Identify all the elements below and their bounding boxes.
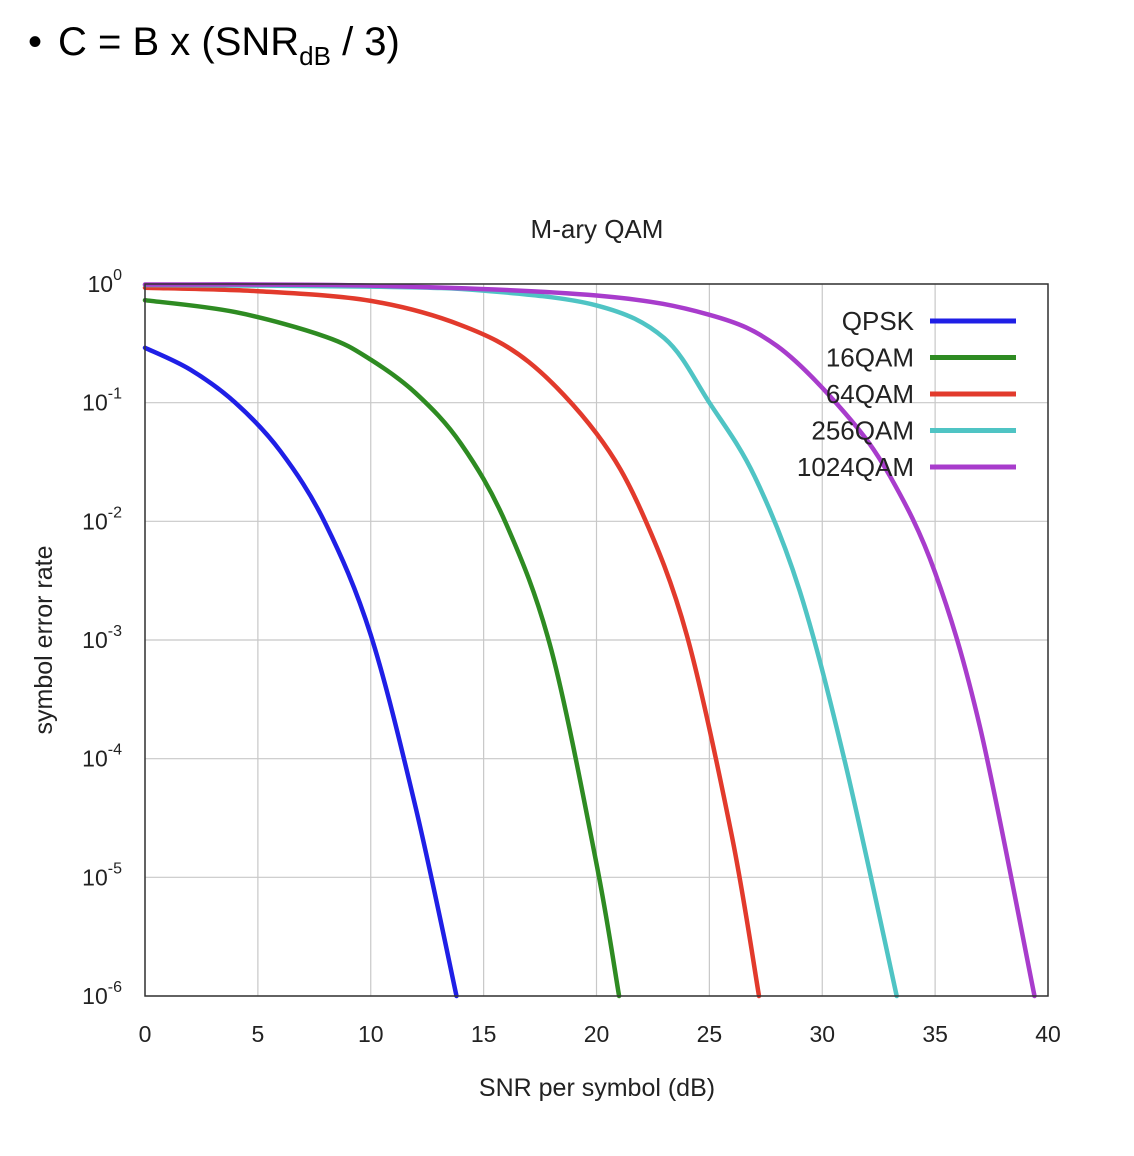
x-tick-label: 25 — [697, 1021, 723, 1047]
y-tick-label: 100 — [88, 267, 123, 297]
legend-label: 64QAM — [826, 379, 914, 409]
x-axis-label: SNR per symbol (dB) — [479, 1074, 715, 1102]
formula-heading: • C = B x (SNRdB / 3) — [28, 20, 400, 72]
y-tick-label: 10-5 — [82, 860, 122, 890]
x-tick-label: 10 — [358, 1021, 384, 1047]
bullet-glyph: • — [28, 20, 43, 64]
y-tick-label: 10-1 — [82, 386, 122, 416]
y-tick-label: 10-4 — [82, 742, 122, 772]
x-tick-label: 5 — [251, 1021, 264, 1047]
series-line-16qam — [142, 297, 622, 999]
formula-subscript: dB — [299, 41, 331, 71]
y-axis-label: symbol error rate — [30, 546, 58, 735]
plot-frame — [144, 283, 1049, 997]
x-tick-label: 35 — [922, 1021, 948, 1047]
tick-labels: 0 5 10 15 20 25 30 35 40 100 10-1 10-2 10-3 10-4 10-5 1… — [82, 267, 1061, 1047]
series-line-64qam — [142, 285, 762, 999]
x-tick-label: 20 — [584, 1021, 610, 1047]
legend-label: 1024QAM — [797, 452, 914, 482]
formula-suffix: / 3) — [330, 20, 400, 64]
series-curves — [142, 282, 1037, 999]
y-tick-label: 10-2 — [82, 504, 122, 534]
x-tick-label: 30 — [809, 1021, 835, 1047]
series-line-1024qam — [142, 282, 1037, 999]
y-tick-label: 10-3 — [82, 623, 122, 653]
x-tick-label: 40 — [1035, 1021, 1061, 1047]
series-line-qpsk — [142, 345, 459, 999]
x-tick-label: 0 — [139, 1021, 152, 1047]
legend: QPSK 16QAM 64QAM 256QAM 1024QAM — [797, 306, 1016, 482]
chart-title: M-ary QAM — [531, 214, 664, 244]
legend-label: QPSK — [842, 306, 915, 336]
formula-prefix: C = B x (SNR — [58, 20, 300, 64]
y-tick-label: 10-6 — [82, 979, 122, 1009]
legend-label: 16QAM — [826, 343, 914, 373]
legend-label: 256QAM — [811, 416, 914, 446]
x-tick-label: 15 — [471, 1021, 497, 1047]
